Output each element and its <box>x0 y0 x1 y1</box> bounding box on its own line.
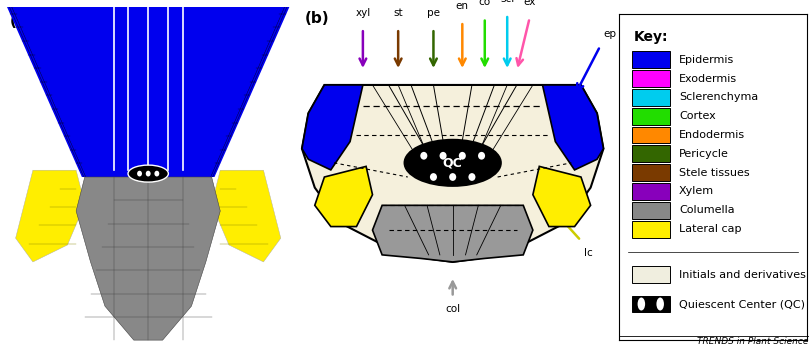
Text: QC: QC <box>442 156 462 169</box>
Text: (a): (a) <box>10 14 34 29</box>
Polygon shape <box>532 166 590 227</box>
Ellipse shape <box>154 171 159 177</box>
Text: Exodermis: Exodermis <box>678 74 736 84</box>
FancyBboxPatch shape <box>631 266 669 283</box>
Text: ex: ex <box>523 0 535 7</box>
Text: Key:: Key: <box>633 30 667 45</box>
Polygon shape <box>20 0 276 177</box>
FancyBboxPatch shape <box>631 164 669 181</box>
FancyBboxPatch shape <box>631 70 669 87</box>
Polygon shape <box>212 170 281 262</box>
Text: (b): (b) <box>305 11 329 25</box>
Text: Sclerenchyma: Sclerenchyma <box>678 92 757 102</box>
FancyBboxPatch shape <box>631 145 669 162</box>
FancyBboxPatch shape <box>631 183 669 200</box>
Ellipse shape <box>128 165 168 182</box>
Ellipse shape <box>404 140 500 186</box>
FancyBboxPatch shape <box>631 51 669 68</box>
Text: lc: lc <box>583 248 592 258</box>
Ellipse shape <box>468 173 475 181</box>
Polygon shape <box>76 177 220 340</box>
Ellipse shape <box>655 297 663 310</box>
Ellipse shape <box>429 173 436 181</box>
Ellipse shape <box>137 171 142 177</box>
Text: scl: scl <box>500 0 513 4</box>
FancyBboxPatch shape <box>631 89 669 106</box>
Text: Lateral cap: Lateral cap <box>678 224 740 234</box>
Text: en: en <box>455 1 468 11</box>
Ellipse shape <box>448 173 456 181</box>
Ellipse shape <box>439 152 446 160</box>
Polygon shape <box>65 0 231 177</box>
Ellipse shape <box>145 171 151 177</box>
Text: pe: pe <box>427 8 440 18</box>
FancyBboxPatch shape <box>631 108 669 125</box>
Polygon shape <box>82 0 214 177</box>
FancyBboxPatch shape <box>631 202 669 219</box>
Text: xyl: xyl <box>355 8 370 18</box>
Text: ep: ep <box>603 29 616 39</box>
Polygon shape <box>542 85 603 170</box>
Text: TRENDS in Plant Science: TRENDS in Plant Science <box>696 337 807 346</box>
Ellipse shape <box>637 297 644 310</box>
Polygon shape <box>4 0 292 177</box>
Text: col: col <box>444 304 460 314</box>
Polygon shape <box>15 170 84 262</box>
Polygon shape <box>302 85 363 170</box>
Text: co: co <box>478 0 490 7</box>
Text: Pericycle: Pericycle <box>678 149 728 159</box>
Text: Quiescent Center (QC): Quiescent Center (QC) <box>678 299 804 309</box>
Ellipse shape <box>458 152 466 160</box>
Text: Epidermis: Epidermis <box>678 55 733 65</box>
Text: st: st <box>393 8 402 18</box>
Ellipse shape <box>478 152 484 160</box>
FancyBboxPatch shape <box>631 221 669 238</box>
Polygon shape <box>11 0 285 177</box>
FancyBboxPatch shape <box>631 127 669 143</box>
Polygon shape <box>302 85 603 262</box>
Text: Endodermis: Endodermis <box>678 130 744 140</box>
Text: Initials and derivatives: Initials and derivatives <box>678 270 805 280</box>
Polygon shape <box>73 0 223 177</box>
Ellipse shape <box>420 152 427 160</box>
FancyBboxPatch shape <box>631 296 669 313</box>
Text: Cortex: Cortex <box>678 111 714 121</box>
Text: Stele tissues: Stele tissues <box>678 168 749 178</box>
Polygon shape <box>372 205 532 262</box>
Polygon shape <box>315 166 372 227</box>
Polygon shape <box>28 0 268 177</box>
Text: Xylem: Xylem <box>678 187 713 196</box>
Text: Columella: Columella <box>678 205 734 215</box>
